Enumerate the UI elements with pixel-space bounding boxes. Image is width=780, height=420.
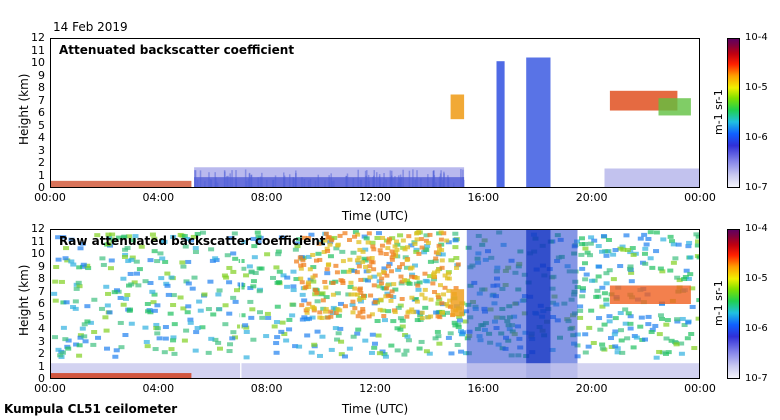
y-tick-label: 12 [31,31,45,44]
colorbar [727,229,740,379]
y-axis-label: Height (km) [17,73,31,145]
y-tick-label: 0 [38,181,45,194]
panel-title: Attenuated backscatter coefficient [59,43,295,57]
plot-area: Attenuated backscatter coefficient [50,38,700,188]
x-axis-label: Time (UTC) [341,209,409,223]
y-tick-label: 0 [38,372,45,385]
colorbar-tick-label: 10-4 [745,223,768,234]
x-tick-label: 12:00 [359,191,391,204]
x-tick-label: 16:00 [467,191,500,204]
x-tick-label: 08:00 [250,191,283,204]
y-tick-label: 1 [38,168,45,182]
y-axis-label: Height (km) [17,264,31,336]
y-tick-label: 3 [38,143,45,157]
colorbar-tick-label: 10-6 [745,323,768,334]
y-tick-label: 11 [31,43,45,57]
y-tick-label: 3 [38,334,45,348]
y-tick-label: 7 [38,284,45,298]
station-label: Kumpula CL51 ceilometer [4,402,178,416]
colorbar-tick-label: 10-5 [745,82,768,93]
y-tick-label: 2 [38,347,45,360]
x-tick-label: 20:00 [575,191,608,204]
colorbar-unit: m-1 sr-1 [712,280,725,326]
y-tick-label: 8 [38,81,45,94]
y-tick-label: 9 [38,259,45,273]
y-tick-label: 10 [31,56,45,69]
colorbar-tick-label: 10-7 [745,182,768,193]
x-tick-label: 16:00 [467,382,500,395]
x-tick-label: 12:00 [359,382,391,395]
colorbar-tick-label: 10-7 [745,373,768,384]
y-tick-label: 12 [31,222,45,235]
y-tick-label: 7 [38,93,45,107]
colorbar-tick-label: 10-4 [745,32,768,43]
y-tick-label: 2 [38,156,45,169]
panel-title: Raw attenuated backscatter coefficient [59,234,326,248]
x-tick-label: 00:00 [684,191,716,204]
x-tick-label: 08:00 [250,382,283,395]
y-tick-label: 1 [38,359,45,373]
y-tick-label: 5 [38,118,45,132]
x-axis-label: Time (UTC) [341,402,409,416]
heatmap-svg [51,230,699,378]
x-tick-label: 00:00 [684,382,716,395]
y-tick-label: 5 [38,309,45,323]
x-tick-label: 00:00 [34,382,66,395]
x-tick-label: 04:00 [142,191,175,204]
y-tick-label: 4 [38,322,45,335]
y-tick-label: 9 [38,68,45,82]
y-tick-label: 8 [38,272,45,285]
x-tick-label: 04:00 [142,382,175,395]
colorbar-label: m-1 sr-1 [712,89,725,135]
colorbar-label: m-1 sr-1 [712,280,725,326]
colorbar-unit: m-1 sr-1 [712,89,725,135]
colorbar-tick-label: 10-6 [745,132,768,143]
y-tick-label: 10 [31,247,45,260]
x-tick-label: 00:00 [34,191,66,204]
colorbar [727,38,740,188]
y-tick-label: 6 [38,106,45,119]
x-tick-label: 20:00 [575,382,608,395]
plot-area: Raw attenuated backscatter coefficient [50,229,700,379]
heatmap-svg [51,57,699,187]
colorbar-tick-label: 10-5 [745,273,768,284]
y-tick-label: 6 [38,297,45,310]
date-label: 14 Feb 2019 [53,20,128,34]
y-tick-label: 11 [31,234,45,248]
y-tick-label: 4 [38,131,45,144]
